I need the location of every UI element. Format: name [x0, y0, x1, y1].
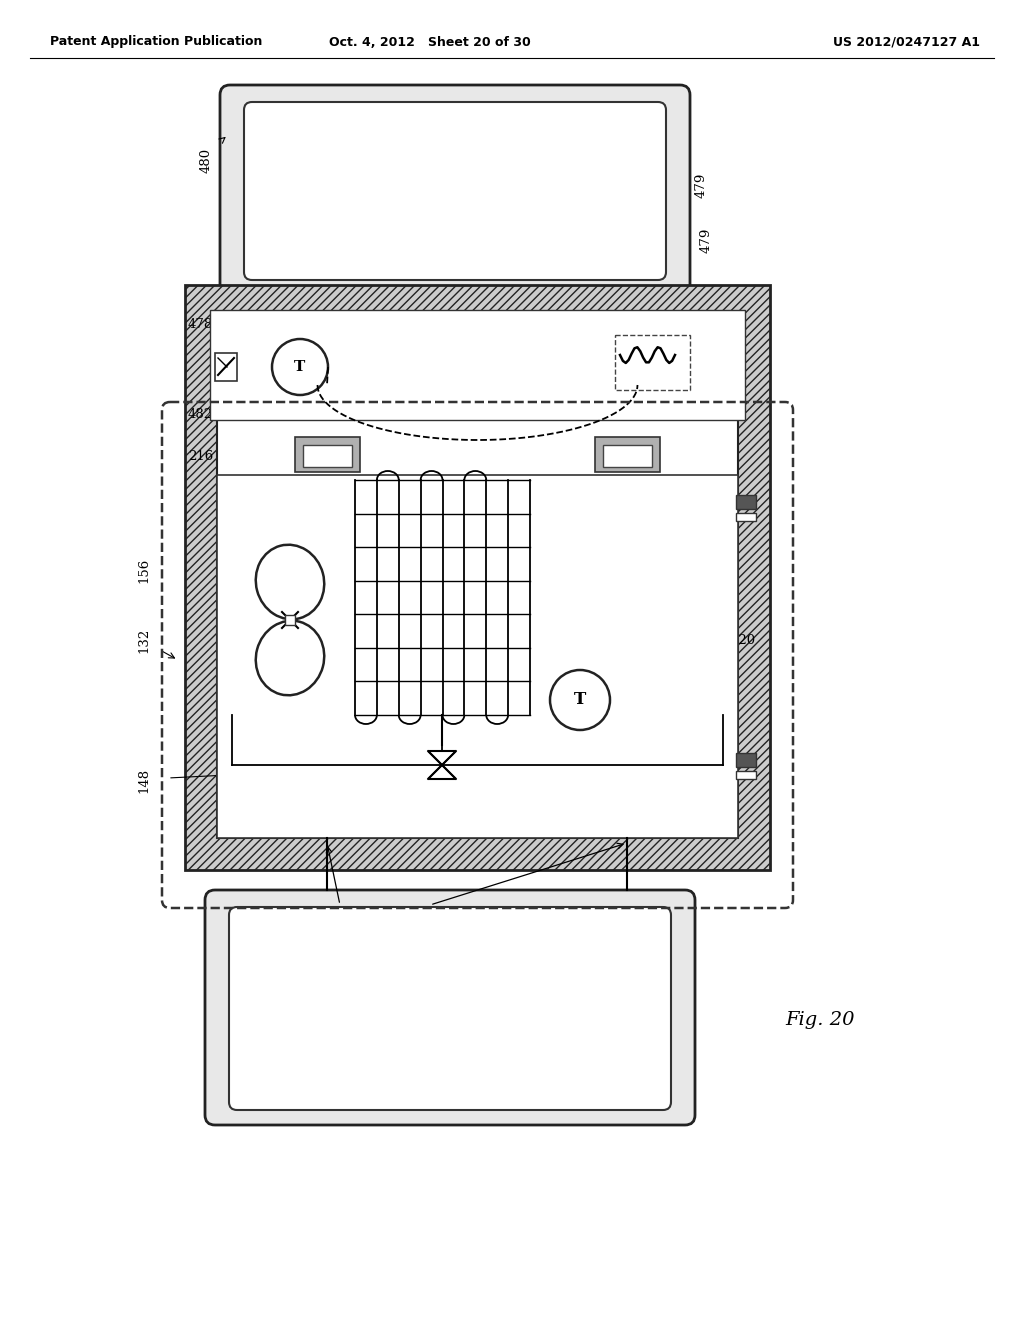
Text: 127: 127 — [437, 1092, 463, 1105]
Bar — [217, 475, 738, 838]
Text: 482: 482 — [187, 408, 213, 421]
Bar — [615, 335, 690, 389]
Text: US 2012/0247127 A1: US 2012/0247127 A1 — [833, 36, 980, 49]
Text: Fig. 20: Fig. 20 — [785, 1011, 855, 1030]
Text: T: T — [294, 360, 305, 374]
Bar — [736, 495, 756, 510]
Polygon shape — [428, 766, 456, 779]
Text: 479: 479 — [700, 227, 713, 252]
Text: 134: 134 — [278, 239, 303, 252]
Circle shape — [272, 339, 328, 395]
Text: Oct. 4, 2012   Sheet 20 of 30: Oct. 4, 2012 Sheet 20 of 30 — [329, 36, 530, 49]
Polygon shape — [428, 751, 456, 766]
Text: 481: 481 — [458, 214, 482, 227]
Text: 134: 134 — [283, 246, 307, 259]
Text: 145: 145 — [710, 754, 735, 767]
FancyBboxPatch shape — [244, 102, 666, 280]
Text: 145: 145 — [710, 491, 735, 503]
Bar — [603, 445, 652, 467]
Text: 478: 478 — [187, 318, 213, 331]
Text: 156: 156 — [705, 403, 718, 428]
Text: 156: 156 — [712, 403, 725, 428]
Bar — [210, 310, 745, 420]
Text: 126: 126 — [715, 808, 728, 833]
Text: 148: 148 — [447, 363, 472, 376]
Text: 484: 484 — [705, 322, 718, 347]
Text: 138: 138 — [297, 969, 323, 982]
Text: 130: 130 — [408, 972, 432, 985]
Bar — [215, 352, 237, 381]
Bar — [303, 445, 352, 467]
Text: 479: 479 — [695, 173, 708, 198]
Circle shape — [550, 671, 610, 730]
Text: 486: 486 — [368, 404, 392, 417]
Bar — [295, 437, 360, 473]
Bar — [736, 513, 756, 521]
Bar — [185, 285, 770, 870]
Bar — [217, 317, 738, 838]
Text: 135: 135 — [715, 587, 728, 612]
Text: 156: 156 — [137, 557, 150, 582]
FancyBboxPatch shape — [229, 907, 671, 1110]
Text: 218: 218 — [710, 445, 723, 470]
Text: 132: 132 — [137, 627, 150, 652]
Bar — [595, 437, 660, 473]
Bar — [285, 615, 295, 624]
Bar — [736, 771, 756, 779]
Text: 148: 148 — [137, 767, 150, 792]
Text: 216: 216 — [187, 450, 213, 463]
Text: 134: 134 — [427, 659, 453, 672]
Ellipse shape — [256, 620, 325, 696]
Text: Patent Application Publication: Patent Application Publication — [50, 36, 262, 49]
FancyBboxPatch shape — [205, 890, 695, 1125]
Text: 480: 480 — [200, 148, 213, 173]
Text: T: T — [573, 692, 586, 709]
Bar — [736, 752, 756, 767]
Ellipse shape — [256, 545, 325, 619]
Text: 120: 120 — [730, 634, 755, 647]
FancyBboxPatch shape — [220, 84, 690, 294]
